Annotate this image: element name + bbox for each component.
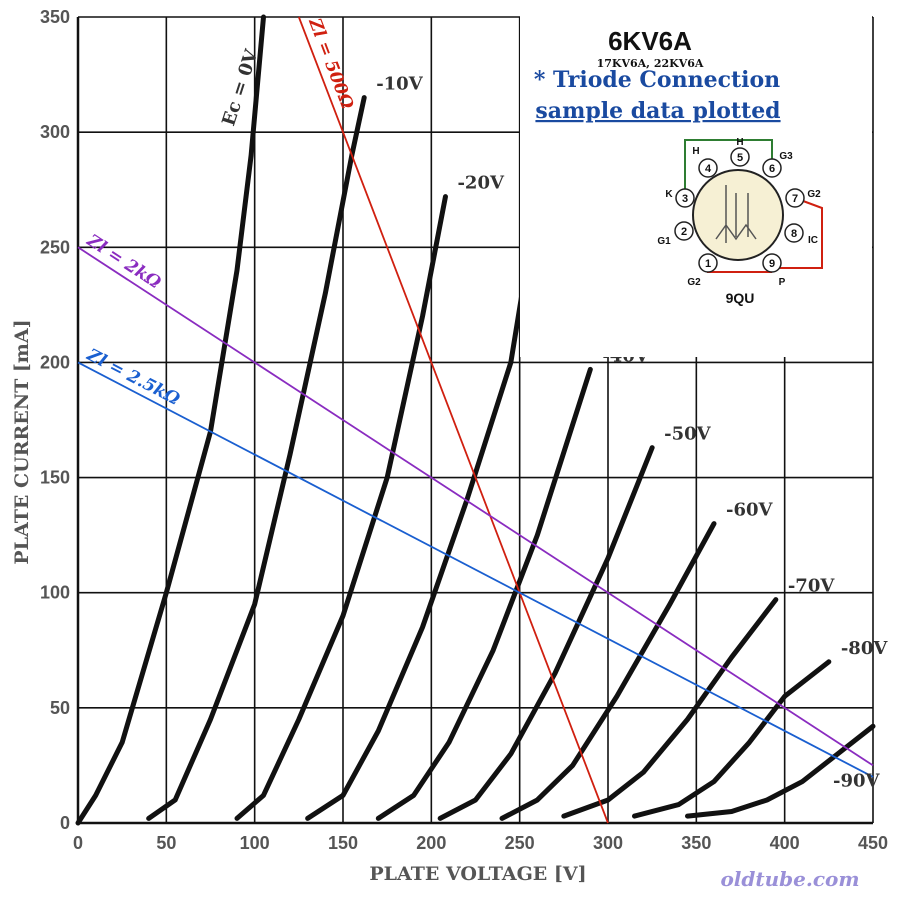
x-axis-title: PLATE VOLTAGE [V] — [369, 863, 586, 885]
x-tick-label: 250 — [505, 833, 535, 853]
y-tick-label: 100 — [40, 583, 70, 603]
pin-number: 4 — [705, 163, 712, 175]
curve-label: -10V — [376, 74, 424, 95]
curve-label: -80V — [841, 638, 889, 659]
pin-circle — [675, 188, 695, 208]
load-line-label: Zl = 2kΩ — [82, 230, 164, 293]
pin-circle — [674, 221, 694, 241]
tick-labels: 0 50 100 150 200 250 300 350 400 450 0 50 100 150 200 2… — [40, 7, 888, 853]
pin-number: 6 — [769, 163, 775, 175]
pin-circle — [762, 158, 782, 178]
plate-curve — [75, 14, 266, 826]
tube-electrodes-icon — [715, 185, 757, 243]
curve-label: -70V — [788, 576, 836, 597]
legend-panel — [520, 12, 872, 357]
pin-name: P — [779, 277, 786, 288]
x-tick-label: 150 — [328, 833, 358, 853]
y-axis-title: PLATE CURRENT [mA] — [11, 319, 33, 564]
curve-label: -20V — [457, 173, 505, 194]
pin-number: 7 — [792, 193, 798, 205]
pin-circle — [730, 147, 750, 167]
tube-envelope-icon — [692, 169, 784, 261]
plate-curves — [75, 14, 876, 826]
y-tick-label: 0 — [60, 813, 70, 833]
pin-name: H — [736, 137, 743, 148]
y-tick-label: 250 — [40, 237, 70, 257]
pin-number: 1 — [705, 258, 711, 270]
pin-circle — [762, 253, 782, 273]
pin-name: G1 — [657, 236, 671, 247]
curve-label: -50V — [664, 424, 712, 445]
x-tick-label: 100 — [240, 833, 270, 853]
pin-name: G2 — [687, 277, 701, 288]
y-tick-label: 200 — [40, 352, 70, 372]
plate-curve — [632, 659, 832, 819]
pin-name: G3 — [779, 151, 793, 162]
pin-circle — [785, 188, 805, 208]
heater-wire — [684, 139, 773, 198]
x-tick-label: 450 — [858, 833, 888, 853]
x-tick-label: 350 — [681, 833, 711, 853]
x-tick-label: 0 — [73, 833, 83, 853]
chart-title: 6KV6A — [608, 26, 692, 56]
sample-note: sample data plotted — [535, 98, 780, 124]
pin-name: H — [692, 146, 699, 157]
load-line — [297, 16, 609, 824]
plate-wire — [772, 197, 823, 269]
plate-curve — [499, 521, 717, 821]
pin-number: 9 — [769, 258, 775, 270]
pin-name: G2 — [807, 189, 821, 200]
watermark: oldtube.com — [720, 867, 859, 891]
pin-number: 8 — [791, 228, 797, 240]
y-tick-label: 300 — [40, 122, 70, 142]
pin-number: 5 — [737, 152, 743, 164]
x-tick-label: 400 — [770, 833, 800, 853]
x-tick-label: 50 — [156, 833, 176, 853]
pin-number: 2 — [681, 226, 687, 238]
x-tick-label: 200 — [416, 833, 446, 853]
pin-circle — [784, 223, 804, 243]
pin-circle — [698, 158, 718, 178]
base-label: 9QU — [726, 290, 755, 306]
pin-name: IC — [808, 235, 818, 246]
plate-curve — [146, 95, 367, 821]
load-line-label: Zl = 2.5kΩ — [83, 345, 183, 410]
y-tick-label: 350 — [40, 7, 70, 27]
pin-circle — [698, 253, 718, 273]
plate-curve — [437, 445, 655, 821]
load-line — [77, 246, 874, 767]
pin-number: 3 — [682, 193, 688, 205]
plate-curve — [685, 723, 876, 819]
y-tick-label: 150 — [40, 468, 70, 488]
plate-curve — [305, 283, 526, 821]
curve-label: -60V — [726, 500, 774, 521]
load-line — [77, 361, 874, 778]
plate-curve — [234, 194, 448, 821]
triode-note: * Triode Connection — [534, 67, 780, 93]
plate-curve — [375, 366, 593, 821]
pin-name: K — [665, 189, 673, 200]
y-tick-label: 50 — [50, 698, 70, 718]
chart-subtitle: 17KV6A, 22KV6A — [597, 57, 704, 70]
x-tick-label: 300 — [593, 833, 623, 853]
curve-label: -90V — [833, 770, 881, 791]
